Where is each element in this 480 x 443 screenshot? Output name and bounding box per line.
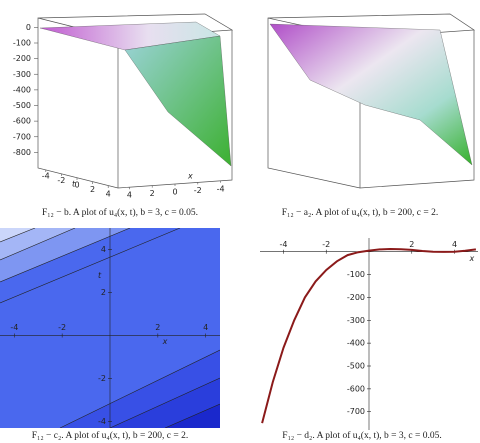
x-tick-label: 2 <box>150 189 155 198</box>
x-tick-label: -4 <box>10 323 18 332</box>
z-tick-label: -100 <box>13 39 31 48</box>
t-tick-label: 2 <box>90 185 95 194</box>
axis-label-x: x <box>187 172 193 181</box>
axis-label-x: x <box>468 254 474 263</box>
y-tick-label: -100 <box>347 270 365 279</box>
curve <box>261 247 477 424</box>
x-tick-label: 2 <box>409 240 414 249</box>
caption: F₁₂ − b. A plot of u₄(x, t), b = 3, c = … <box>42 207 198 218</box>
z-tick-label: -700 <box>13 132 31 141</box>
caption: F₁₂ − a₂. A plot of u₄(x, t), b = 200, c… <box>282 207 439 218</box>
x-tick-label: 4 <box>127 191 132 200</box>
y-tick-label: -4 <box>98 417 106 426</box>
x-tick-label: 0 <box>172 188 177 197</box>
x-tick-label: -4 <box>280 240 288 249</box>
z-tick-label: -400 <box>13 85 31 94</box>
y-tick-label: -400 <box>347 339 365 348</box>
axis-label-t: t <box>72 180 76 189</box>
x-tick-label: 2 <box>155 323 160 332</box>
z-tick-label: -800 <box>13 148 31 157</box>
z-tick-label: -600 <box>13 117 31 126</box>
caption: F₁₂ − d₂. A plot of u₄(x, t), b = 3, c =… <box>282 430 441 441</box>
t-tick-label: -2 <box>57 176 65 185</box>
x-tick-label: -4 <box>217 184 225 193</box>
t-tick-label: -4 <box>42 172 50 181</box>
y-tick-label: 4 <box>101 245 106 254</box>
axis-label-x: x <box>162 337 168 346</box>
surface-panel-1 <box>37 13 234 189</box>
z-tick-label: 0 <box>26 23 31 32</box>
y-tick-label: -300 <box>347 316 365 325</box>
z-tick-label: -500 <box>13 101 31 110</box>
surface-panel-2 <box>267 13 476 189</box>
x-tick-label: 4 <box>203 323 208 332</box>
z-tick-label: -200 <box>13 54 31 63</box>
y-tick-label: -200 <box>347 293 365 302</box>
t-tick-label: 0 <box>74 181 79 190</box>
caption: F₁₂ − c₂. A plot of u₄(x, t), b = 200, c… <box>32 430 189 441</box>
axis-label-t: t <box>98 271 102 280</box>
z-tick-label: -300 <box>13 70 31 79</box>
x-tick-label: -2 <box>322 240 330 249</box>
y-tick-label: -500 <box>347 362 365 371</box>
x-tick-label: -2 <box>58 323 66 332</box>
y-tick-label: 2 <box>101 288 106 297</box>
y-tick-label: -2 <box>98 374 106 383</box>
t-tick-label: 4 <box>106 189 111 198</box>
y-tick-label: -600 <box>347 384 365 393</box>
x-tick-label: 4 <box>452 240 457 249</box>
y-tick-label: -700 <box>347 407 365 416</box>
x-tick-label: -2 <box>194 186 202 195</box>
